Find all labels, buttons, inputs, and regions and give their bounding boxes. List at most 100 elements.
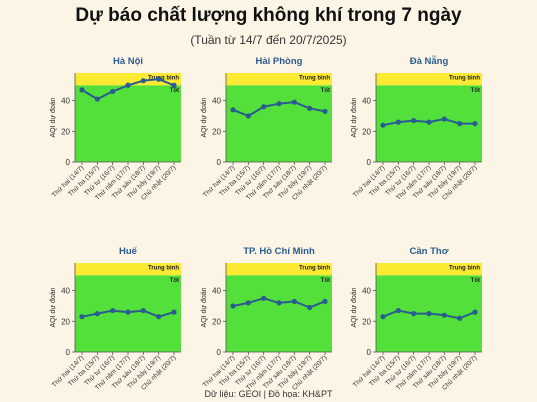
band-label: Trung bình bbox=[148, 76, 179, 82]
aqi-band bbox=[75, 85, 181, 162]
y-tick-label: 0 bbox=[217, 158, 222, 167]
data-point bbox=[125, 82, 131, 88]
data-point bbox=[307, 105, 313, 111]
data-point bbox=[441, 116, 447, 122]
band-label: Tốt bbox=[321, 277, 330, 284]
y-tick-label: 40 bbox=[61, 97, 70, 106]
data-point bbox=[291, 99, 297, 105]
data-point bbox=[94, 311, 100, 317]
data-point bbox=[426, 311, 432, 317]
band-label: Tốt bbox=[471, 87, 480, 94]
data-point bbox=[261, 295, 267, 301]
data-point bbox=[380, 314, 386, 320]
data-point bbox=[411, 311, 417, 317]
y-tick-label: 40 bbox=[212, 287, 221, 296]
band-label: Tốt bbox=[471, 277, 480, 284]
band-label: Tốt bbox=[170, 277, 179, 284]
data-point bbox=[79, 314, 85, 320]
y-tick-label: 20 bbox=[61, 317, 70, 326]
y-axis-label: AQI dự đoán bbox=[351, 287, 358, 327]
band-label: Tốt bbox=[170, 87, 179, 94]
y-tick-label: 0 bbox=[367, 348, 372, 357]
aqi-band bbox=[226, 263, 332, 276]
y-axis-label: AQI dự đoán bbox=[351, 97, 358, 137]
y-axis-label: AQI dự đoán bbox=[201, 287, 208, 327]
chart-title: Đà Nẵng bbox=[410, 55, 449, 67]
aqi-band bbox=[75, 73, 181, 86]
data-point bbox=[140, 307, 146, 314]
band-label: Trung bình bbox=[299, 266, 330, 272]
data-point bbox=[426, 119, 432, 125]
data-point bbox=[156, 76, 162, 82]
chart-title: Cần Thơ bbox=[410, 246, 449, 257]
data-point bbox=[171, 82, 177, 88]
data-point bbox=[395, 307, 401, 314]
y-tick-label: 0 bbox=[367, 158, 372, 167]
data-point bbox=[245, 113, 251, 119]
y-tick-label: 20 bbox=[362, 317, 371, 326]
band-label: Trung bình bbox=[449, 76, 480, 82]
chart-title: Huế bbox=[119, 246, 138, 257]
data-point bbox=[261, 104, 267, 110]
data-point bbox=[457, 315, 463, 321]
y-axis-label: AQI dự đoán bbox=[50, 287, 57, 327]
data-point bbox=[307, 304, 313, 311]
figure-subtitle: (Tuần từ 14/7 đến 20/7/2025) bbox=[190, 33, 347, 47]
data-point bbox=[380, 122, 386, 128]
band-label: Tốt bbox=[321, 87, 330, 94]
y-tick-label: 20 bbox=[212, 317, 221, 326]
data-point bbox=[140, 78, 146, 84]
y-tick-label: 40 bbox=[362, 97, 371, 106]
data-point bbox=[322, 108, 328, 114]
data-point bbox=[110, 88, 116, 95]
data-point bbox=[441, 312, 447, 318]
data-point bbox=[230, 303, 236, 309]
chart-title: Hà Nội bbox=[113, 56, 143, 67]
data-point bbox=[322, 298, 328, 304]
data-point bbox=[276, 101, 282, 107]
y-tick-label: 0 bbox=[66, 348, 71, 357]
aqi-band bbox=[75, 263, 181, 276]
data-point bbox=[472, 121, 478, 127]
data-point bbox=[156, 314, 162, 320]
aqi-band bbox=[226, 85, 332, 162]
data-point bbox=[457, 121, 463, 127]
band-label: Trung bình bbox=[449, 266, 480, 272]
aqi-band bbox=[376, 73, 482, 86]
chart-title: Hải Phòng bbox=[256, 56, 303, 67]
y-axis-label: AQI dự đoán bbox=[50, 97, 57, 137]
chart-title: TP. Hồ Chí Minh bbox=[243, 246, 315, 257]
y-axis-label: AQI dự đoán bbox=[201, 97, 208, 137]
data-point bbox=[395, 119, 401, 125]
y-tick-label: 20 bbox=[362, 127, 371, 136]
data-point bbox=[125, 309, 131, 315]
figure-title: Dự báo chất lượng không khí trong 7 ngày bbox=[75, 5, 462, 26]
data-point bbox=[245, 300, 251, 306]
y-tick-label: 0 bbox=[66, 158, 71, 167]
data-point bbox=[411, 117, 417, 124]
data-point bbox=[276, 300, 282, 306]
data-point bbox=[79, 87, 85, 93]
band-label: Trung bình bbox=[299, 76, 330, 82]
band-label: Trung bình bbox=[148, 266, 179, 272]
y-tick-label: 20 bbox=[61, 127, 70, 136]
data-point bbox=[230, 107, 236, 113]
data-point bbox=[94, 96, 100, 102]
data-point bbox=[110, 307, 116, 314]
data-point bbox=[291, 298, 297, 304]
source-credit: Dữ liệu: GEOI | Đồ họa: KH&PT bbox=[204, 389, 333, 399]
aqi-band bbox=[226, 73, 332, 86]
aqi-band bbox=[226, 275, 332, 352]
y-tick-label: 40 bbox=[362, 287, 371, 296]
y-tick-label: 40 bbox=[212, 97, 221, 106]
y-tick-label: 0 bbox=[217, 348, 222, 357]
y-tick-label: 40 bbox=[61, 287, 70, 296]
city-chart: TP. Hồ Chí Minh Trung bình Tốt 0 20 40 AQI dự … bbox=[201, 246, 332, 392]
data-point bbox=[171, 309, 177, 315]
y-tick-label: 20 bbox=[212, 127, 221, 136]
